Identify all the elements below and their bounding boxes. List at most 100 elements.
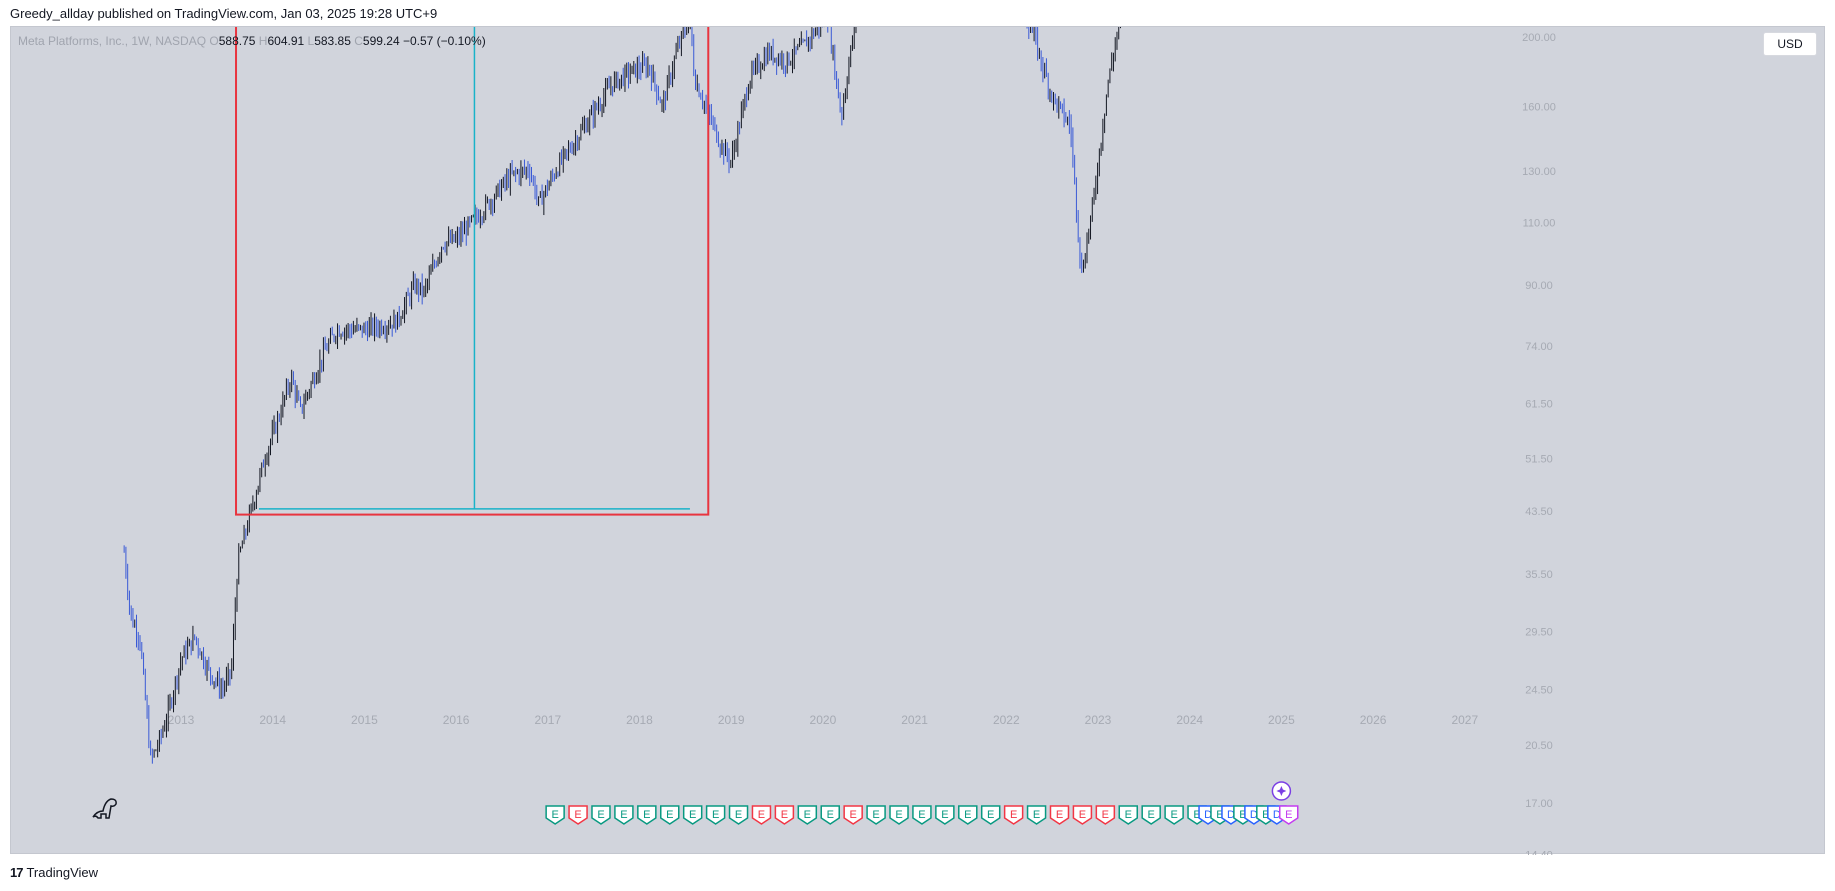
earnings-icon xyxy=(958,805,978,825)
footer-brand[interactable]: 17 TradingView xyxy=(10,865,98,880)
x-tick-label: 2019 xyxy=(718,713,745,727)
event-label: E xyxy=(1010,809,1017,821)
candles xyxy=(123,27,1122,764)
event-label: E xyxy=(1285,809,1292,821)
event-label: D xyxy=(1204,809,1212,821)
legend-high-label: H xyxy=(258,34,268,48)
earnings-icon xyxy=(545,805,565,825)
event-label: E xyxy=(620,809,627,821)
event-label: D xyxy=(1250,809,1258,821)
legend-close-label: C xyxy=(354,34,363,48)
x-tick-label: 2018 xyxy=(626,713,653,727)
earnings-icon xyxy=(1003,805,1024,825)
y-tick-label: 20.50 xyxy=(1525,740,1553,752)
dino-icon xyxy=(92,798,117,819)
earnings-icon xyxy=(797,805,818,825)
earnings-icon xyxy=(1072,805,1093,825)
y-tick-label: 29.50 xyxy=(1525,627,1553,639)
price-chart[interactable]: 800.00440.00360.00300.00240.00200.00160.… xyxy=(11,27,1826,855)
x-tick-label: 2021 xyxy=(901,713,928,727)
x-tick-label: 2024 xyxy=(1176,713,1203,727)
event-label: E xyxy=(872,809,879,821)
event-label: E xyxy=(918,809,925,821)
y-tick-label: 90.00 xyxy=(1525,280,1553,292)
x-tick-label: 2026 xyxy=(1360,713,1387,727)
earnings-icon xyxy=(866,805,886,825)
currency-button[interactable]: USD xyxy=(1763,32,1817,56)
legend-low-label: L xyxy=(307,34,315,48)
event-label: E xyxy=(827,809,834,821)
legend-close: 599.24 xyxy=(362,34,400,48)
earnings-icon xyxy=(980,805,1001,825)
event-label: E xyxy=(643,809,650,821)
earnings-icon xyxy=(637,805,657,825)
earnings-icon xyxy=(705,805,726,825)
earnings-icon xyxy=(889,805,909,825)
event-label: E xyxy=(1262,809,1269,821)
y-tick-label: 51.50 xyxy=(1525,454,1553,466)
sparkle-glyph xyxy=(1276,786,1287,796)
event-label: E xyxy=(941,809,948,821)
earnings-icon xyxy=(1141,805,1161,825)
earnings-icon xyxy=(1164,805,1184,825)
event-label: E xyxy=(1056,809,1063,821)
event-label: E xyxy=(804,809,811,821)
earnings-icon xyxy=(820,805,840,825)
legend-change: −0.57 (−0.10%) xyxy=(402,34,486,48)
x-tick-label: 2014 xyxy=(259,713,286,727)
event-label: E xyxy=(895,809,902,821)
event-label: E xyxy=(689,809,696,821)
event-label: E xyxy=(781,809,788,821)
chart-pane[interactable]: 800.00440.00360.00300.00240.00200.00160.… xyxy=(10,26,1826,855)
legend-open: 588.75 xyxy=(218,34,256,48)
earnings-icon xyxy=(1026,805,1047,825)
earnings-icon xyxy=(1049,805,1070,825)
event-label: E xyxy=(666,809,673,821)
x-tick-label: 2015 xyxy=(351,713,378,727)
tradingview-logo-icon: 17 xyxy=(10,865,24,880)
event-label: D xyxy=(1273,809,1281,821)
event-label: E xyxy=(1102,809,1109,821)
x-tick-label: 2023 xyxy=(1085,713,1112,727)
event-label: E xyxy=(1216,809,1223,821)
event-label: E xyxy=(735,809,742,821)
footer-brand-name: TradingView xyxy=(26,865,99,880)
event-label: E xyxy=(1193,809,1200,821)
earnings-icon xyxy=(843,805,863,825)
y-tick-label: 61.50 xyxy=(1525,398,1553,410)
earnings-icon xyxy=(1118,805,1139,825)
event-label: E xyxy=(1125,809,1132,821)
y-tick-label: 35.50 xyxy=(1525,569,1553,581)
earnings-icon xyxy=(660,805,680,825)
x-tick-label: 2017 xyxy=(534,713,561,727)
x-tick-label: 2027 xyxy=(1451,713,1478,727)
y-tick-label: 200.00 xyxy=(1522,32,1556,44)
x-tick-label: 2020 xyxy=(810,713,837,727)
y-tick-label: 110.00 xyxy=(1523,218,1556,230)
event-label: E xyxy=(1079,809,1086,821)
y-tick-label: 24.50 xyxy=(1525,684,1553,696)
event-label: E xyxy=(987,809,994,821)
event-label: E xyxy=(1033,809,1040,821)
event-label: D xyxy=(1227,809,1235,821)
event-label: E xyxy=(758,809,765,821)
earnings-icon xyxy=(912,805,932,825)
legend-open-label: O xyxy=(209,34,219,48)
earnings-icon xyxy=(591,805,611,825)
earnings-icon xyxy=(751,805,772,825)
event-label: E xyxy=(712,809,719,821)
event-label: E xyxy=(1148,809,1155,821)
earnings-icon xyxy=(728,805,749,825)
x-tick-label: 2013 xyxy=(168,713,195,727)
publish-line: Greedy_allday published on TradingView.c… xyxy=(10,6,438,21)
x-tick-label: 2016 xyxy=(443,713,470,727)
event-label: E xyxy=(551,809,558,821)
event-label: E xyxy=(597,809,604,821)
legend-high: 604.91 xyxy=(267,34,305,48)
legend-symbol: Meta Platforms, Inc., 1W, NASDAQ xyxy=(18,34,207,48)
earnings-icon xyxy=(935,805,955,825)
event-label: E xyxy=(1170,809,1177,821)
earnings-icon xyxy=(1095,805,1116,825)
symbol-legend: Meta Platforms, Inc., 1W, NASDAQ O588.75… xyxy=(18,34,486,48)
y-tick-label: 14.40 xyxy=(1525,850,1553,855)
